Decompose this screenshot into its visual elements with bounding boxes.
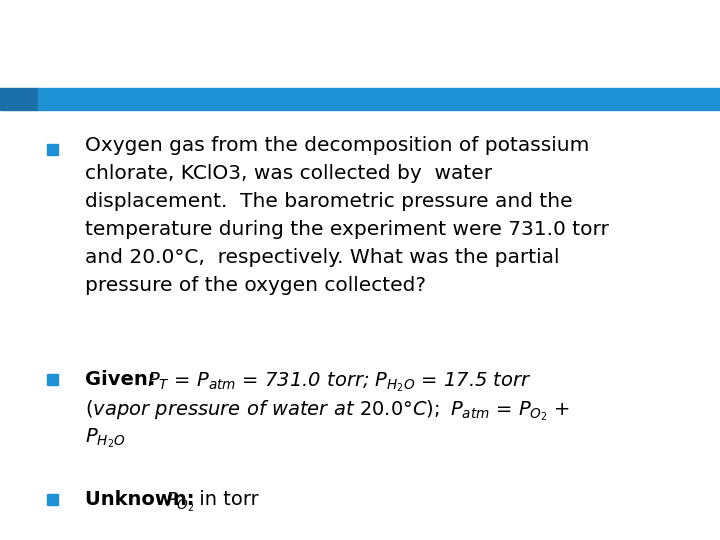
Bar	[47, 144, 58, 154]
Text: $\mathit{P_T}$ = $\mathit{P_{atm}}$ = 731.0 torr; $\mathit{P_{H_2O}}$ = 17.5 tor: $\mathit{P_T}$ = $\mathit{P_{atm}}$ = 73…	[147, 370, 531, 394]
Text: Unknown:: Unknown:	[85, 490, 202, 509]
Text: displacement.  The barometric pressure and the: displacement. The barometric pressure an…	[85, 192, 572, 211]
Text: $\mathit{(vapor\ pressure\ of\ water\ at\ 20.0°C);}$ $\mathit{P_{atm}}$ = $\math: $\mathit{(vapor\ pressure\ of\ water\ at…	[85, 398, 570, 423]
Text: chlorate, KClO3, was collected by  water: chlorate, KClO3, was collected by water	[85, 164, 492, 183]
Text: $\mathit{P_{O_2}}$: $\mathit{P_{O_2}}$	[165, 490, 194, 514]
Text: temperature during the experiment were 731.0 torr: temperature during the experiment were 7…	[85, 220, 609, 239]
Bar	[0, 88, 38, 110]
Text: Given:: Given:	[85, 370, 162, 389]
Bar	[47, 494, 58, 504]
Text: pressure of the oxygen collected?: pressure of the oxygen collected?	[85, 276, 426, 295]
Text: and 20.0°C,  respectively. What was the partial: and 20.0°C, respectively. What was the p…	[85, 248, 559, 267]
Text: Oxygen gas from the decomposition of potassium: Oxygen gas from the decomposition of pot…	[85, 136, 590, 155]
Bar	[47, 374, 58, 384]
Text: $\mathit{P_{H_2O}}$: $\mathit{P_{H_2O}}$	[85, 426, 126, 450]
Bar	[38, 88, 720, 110]
Text: in torr: in torr	[193, 490, 258, 509]
